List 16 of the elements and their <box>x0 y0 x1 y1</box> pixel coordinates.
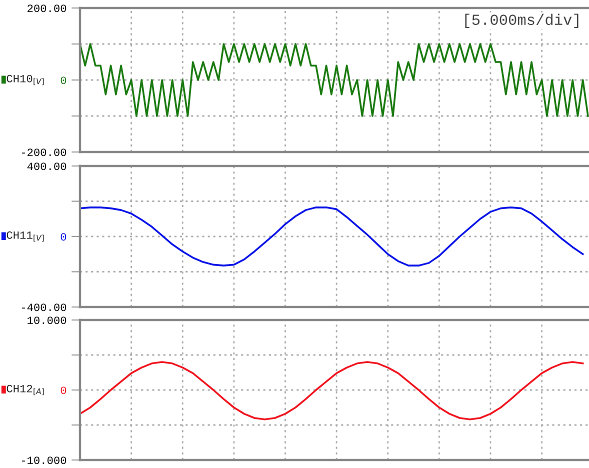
line-series <box>80 361 584 420</box>
y-axis-title: CH12$_{[A]}$ <box>6 384 44 396</box>
y-tick-label: 0 <box>60 233 66 241</box>
y-tick-label: 400.00 <box>27 162 66 170</box>
y-tick-label: 0 <box>60 76 66 84</box>
y-tick-label: -400.00 <box>22 304 66 312</box>
line-series <box>80 43 589 117</box>
y-axis-title: CH11$_{[V]}$ <box>6 231 44 242</box>
y-axis-title: CH10$_{[V]}$ <box>6 74 44 86</box>
y-tick-label: 200.00 <box>28 4 66 12</box>
line-series <box>80 206 584 266</box>
y-tick-label: -200.00 <box>22 148 66 156</box>
y-tick-label: -10.000 <box>22 456 66 464</box>
annotation: [5.000ms/div] <box>465 14 578 28</box>
y-tick-label: 0 <box>60 386 66 394</box>
y-tick-label: 10.000 <box>28 316 66 324</box>
